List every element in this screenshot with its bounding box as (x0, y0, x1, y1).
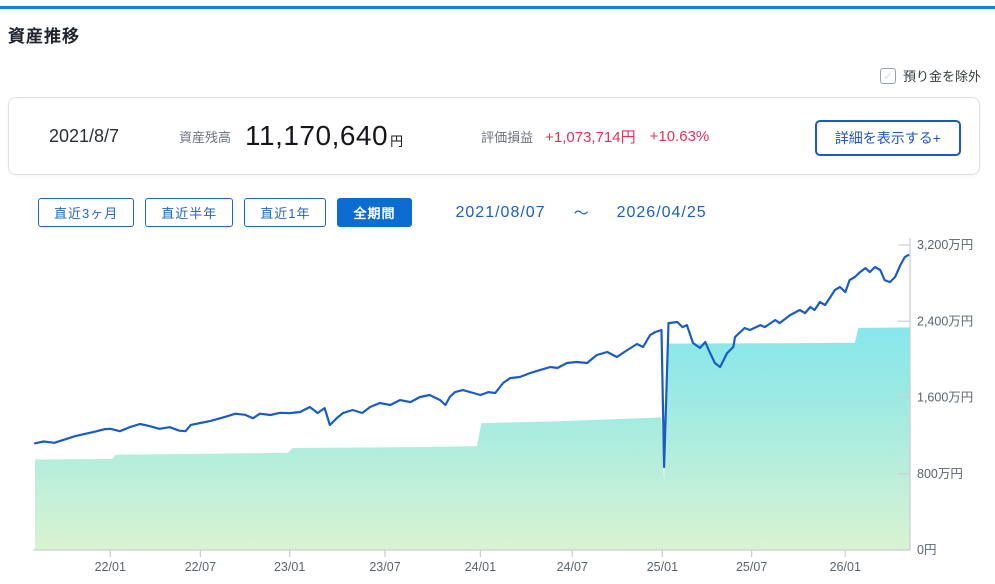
x-tick-label: 24/01 (465, 560, 496, 574)
period-button-1year[interactable]: 直近1年 (244, 198, 327, 227)
exclude-deposit-checkbox[interactable]: ✓ (879, 67, 896, 84)
x-tick-label: 23/01 (274, 560, 305, 574)
profit-loss-amount: +1,073,714円 (545, 128, 636, 146)
principal-area (35, 327, 910, 550)
exclude-deposit-label: 預り金を除外 (902, 69, 981, 84)
y-tick-label: 2,400万円 (917, 314, 973, 328)
y-tick-label: 800万円 (917, 467, 963, 481)
balance-value: 11,170,640 (245, 120, 389, 151)
asset-summary-card: 2021/8/7 資産残高 11,170,640 円 評価損益 +1,073,7… (8, 97, 980, 175)
period-button-all[interactable]: 全期間 (337, 198, 412, 227)
y-tick-label: 0円 (917, 543, 936, 557)
summary-date: 2021/8/7 (49, 125, 120, 146)
y-tick-label: 1,600万円 (917, 391, 973, 405)
range-start-date: 2021/08/07 (455, 203, 546, 221)
x-tick-label: 25/07 (736, 560, 767, 574)
x-tick-label: 23/07 (369, 560, 400, 574)
x-tick-label: 26/01 (830, 560, 861, 574)
range-separator: ～ (573, 205, 589, 222)
period-selector: 直近3ヶ月 直近半年 直近1年 全期間 2021/08/07 ～ 2026/04… (38, 198, 707, 227)
exclude-deposit-filter[interactable]: ✓ 預り金を除外 (879, 66, 981, 85)
period-button-3months[interactable]: 直近3ヶ月 (38, 198, 135, 227)
x-tick-label: 25/01 (647, 560, 678, 574)
balance-unit: 円 (390, 133, 404, 149)
x-tick-label: 22/07 (185, 560, 216, 574)
page-title: 資産推移 (8, 27, 80, 46)
show-detail-button[interactable]: 詳細を表示する+ (814, 120, 961, 156)
check-icon: ✓ (882, 68, 894, 83)
x-tick-label: 24/07 (557, 560, 588, 574)
profit-loss-label: 評価損益 (481, 129, 534, 145)
profit-loss-percent: +10.63% (649, 127, 710, 145)
x-tick-label: 22/01 (95, 560, 126, 574)
range-end-date: 2026/04/25 (616, 203, 707, 221)
balance-label: 資産残高 (179, 129, 232, 145)
top-divider (0, 6, 995, 9)
y-tick-label: 3,200万円 (917, 238, 973, 252)
period-button-half-year[interactable]: 直近半年 (145, 198, 234, 227)
asset-value-line (33, 254, 910, 469)
